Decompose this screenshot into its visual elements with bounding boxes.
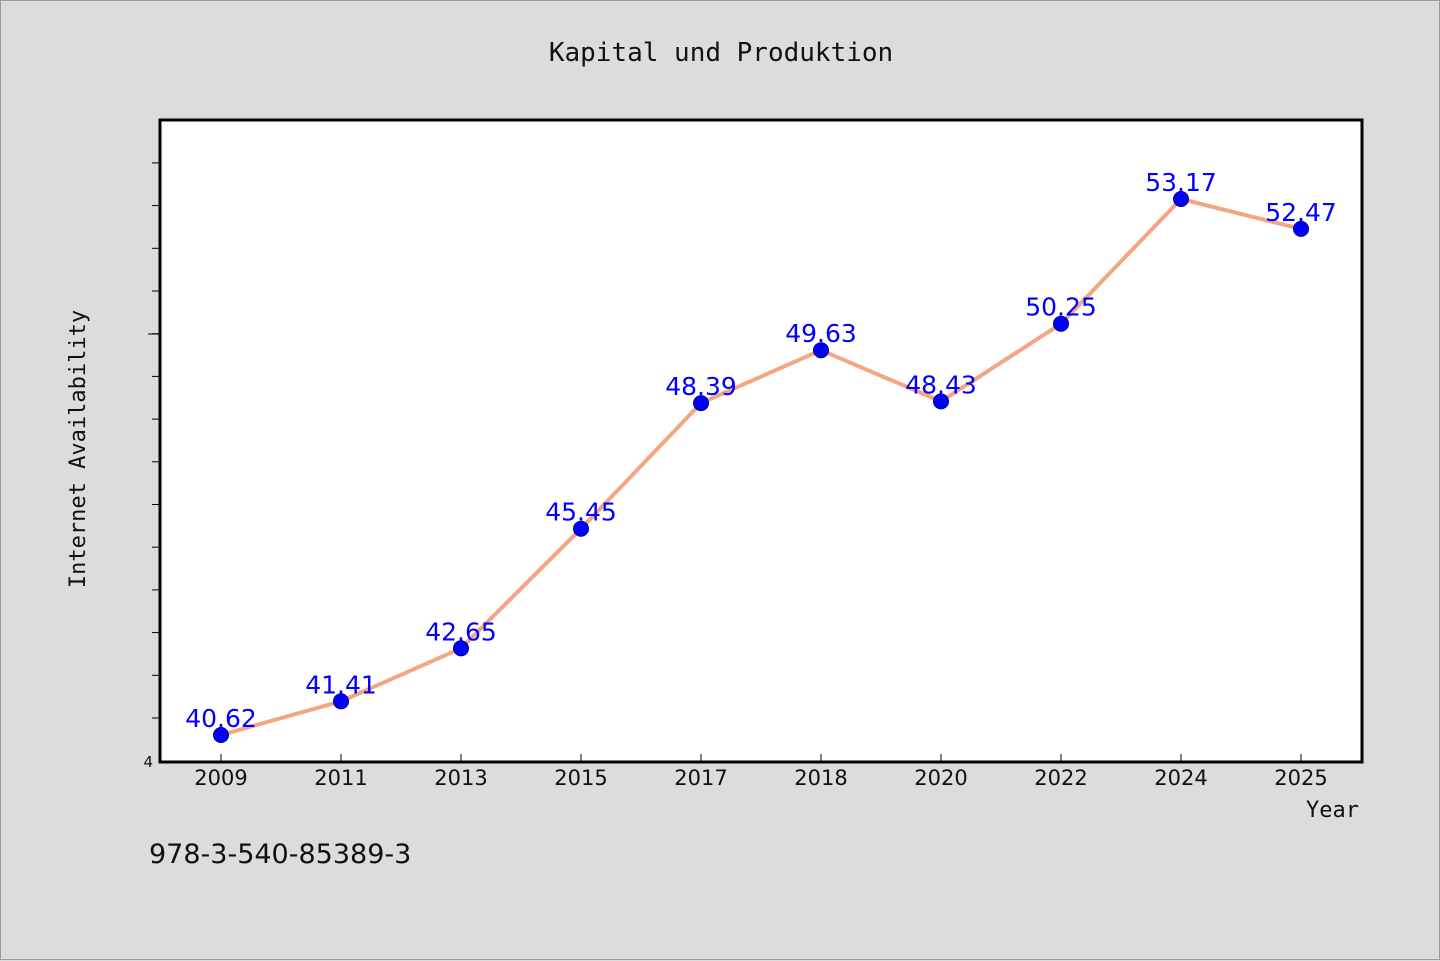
x-axis-label: Year xyxy=(1306,798,1359,823)
series-layer: 40.62 41.41 42.65 45.45 48.39 49.63 48.43 50.25… xyxy=(185,168,1337,743)
x-tick-label: 2018 xyxy=(794,766,847,790)
x-tick-label: 2013 xyxy=(434,766,487,790)
y-tick-label: 4 xyxy=(143,753,153,771)
data-label: 45.45 xyxy=(545,498,617,527)
data-label: 41.41 xyxy=(305,670,377,699)
data-point xyxy=(933,393,949,410)
x-tick-label: 2025 xyxy=(1274,766,1327,790)
x-tick-label: 2009 xyxy=(194,766,247,790)
x-tick-label: 2015 xyxy=(554,766,607,790)
data-label: 42.65 xyxy=(425,617,497,646)
data-label: 52.47 xyxy=(1265,198,1337,227)
data-label: 49.63 xyxy=(785,319,857,348)
y-axis: 4 xyxy=(143,162,160,771)
y-axis-label: Internet Availability xyxy=(66,310,91,588)
data-point xyxy=(333,693,349,710)
data-label: 48.39 xyxy=(665,372,737,401)
x-tick-label: 2022 xyxy=(1034,766,1087,790)
x-tick-label: 2017 xyxy=(674,766,727,790)
data-point xyxy=(1173,191,1189,207)
data-point xyxy=(453,640,469,657)
x-tick-label: 2011 xyxy=(314,766,367,790)
data-point xyxy=(573,520,589,537)
data-label: 40.62 xyxy=(185,704,257,733)
data-point xyxy=(1053,315,1069,332)
chart-title: Kapital und Produktion xyxy=(549,38,893,68)
data-label: 48.43 xyxy=(905,370,977,399)
data-point xyxy=(213,727,229,743)
x-axis: 2009 2011 2013 2015 2017 2018 2020 2022 2024 2025 xyxy=(194,754,1328,790)
data-point xyxy=(693,395,709,412)
data-point xyxy=(813,342,829,359)
data-point xyxy=(1293,220,1309,237)
data-label: 53.17 xyxy=(1145,168,1217,197)
series-line xyxy=(220,197,1302,737)
data-label: 50.25 xyxy=(1025,293,1097,322)
isbn-text: 978-3-540-85389-3 xyxy=(149,839,411,870)
plot-area xyxy=(158,118,1364,764)
x-tick-label: 2020 xyxy=(914,766,967,790)
x-tick-label: 2024 xyxy=(1154,766,1207,790)
